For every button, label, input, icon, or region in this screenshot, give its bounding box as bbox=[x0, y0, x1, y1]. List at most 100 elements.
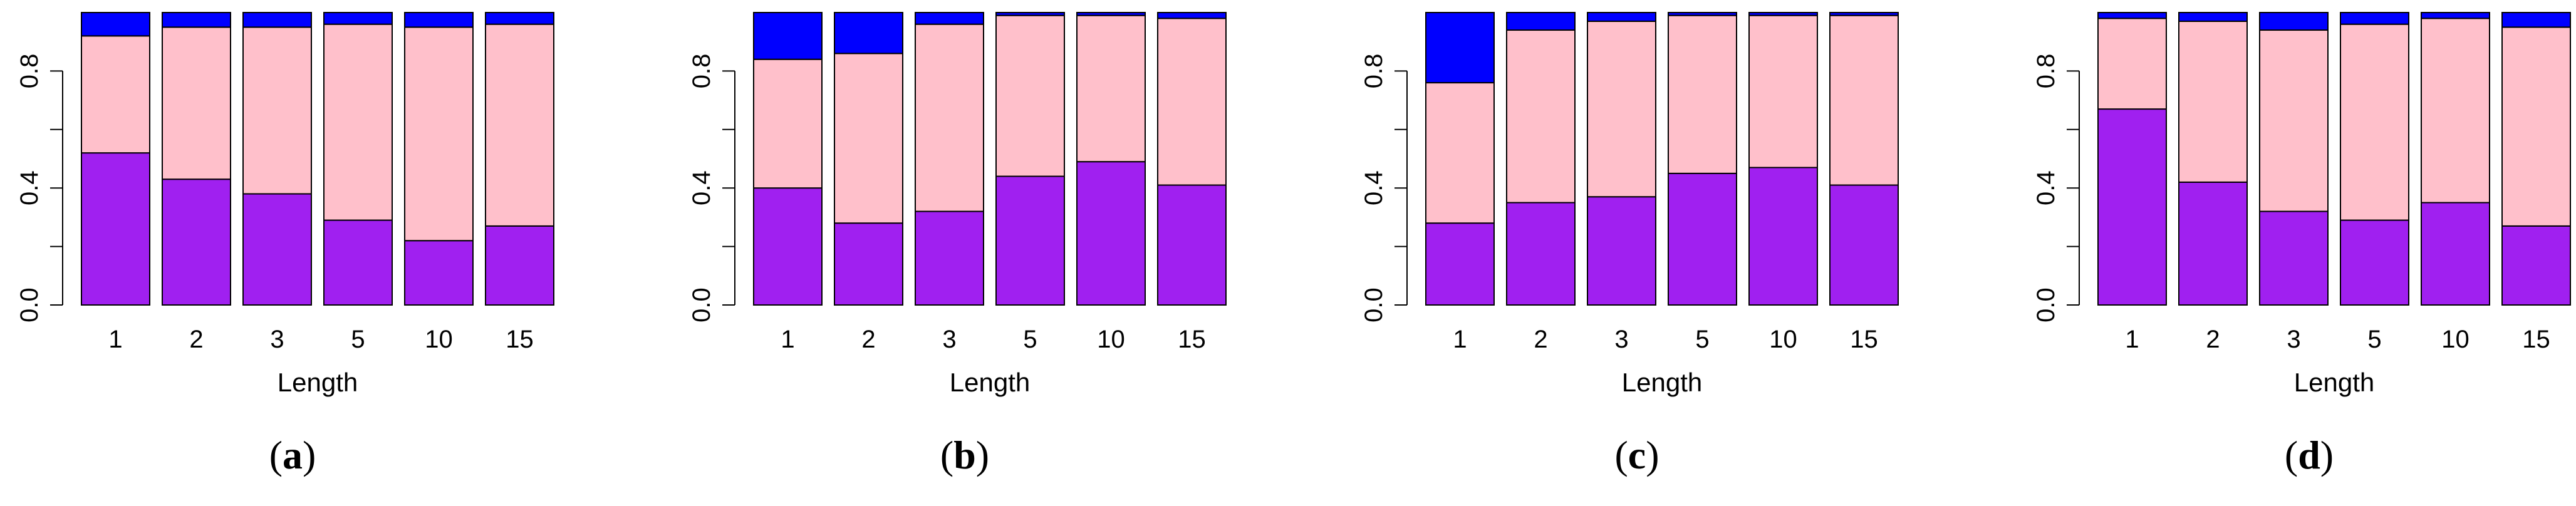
bar-segment-top-1 bbox=[753, 12, 823, 60]
bar-segment-top-15 bbox=[1829, 12, 1899, 16]
bar-segment-bottom-10 bbox=[404, 240, 474, 306]
bar-segment-bottom-15 bbox=[1157, 184, 1227, 306]
bar-segment-middle-15 bbox=[1829, 14, 1899, 186]
bar-segment-middle-10 bbox=[404, 26, 474, 242]
y-tick-label: 0.0 bbox=[2032, 287, 2060, 323]
bar-segment-bottom-5 bbox=[323, 219, 393, 306]
bar-segment-top-1 bbox=[2097, 12, 2167, 19]
x-axis-title: Length bbox=[2294, 368, 2374, 397]
x-tick-label: 5 bbox=[1023, 326, 1037, 353]
y-tick-label: 0.8 bbox=[688, 54, 715, 89]
bar-segment-top-3 bbox=[915, 12, 984, 25]
x-tick-label: 2 bbox=[2206, 326, 2220, 353]
bar-segment-middle-3 bbox=[1587, 21, 1656, 198]
panel-label-d: (d) bbox=[2284, 433, 2334, 477]
bar-segment-middle-5 bbox=[995, 14, 1065, 177]
bar-segment-bottom-5 bbox=[2340, 219, 2409, 306]
bar-segment-top-15 bbox=[485, 12, 554, 25]
bar-segment-top-10 bbox=[1076, 12, 1146, 16]
x-tick-label: 2 bbox=[861, 326, 875, 353]
x-tick-label: 1 bbox=[781, 326, 794, 353]
y-tick-label: 0.0 bbox=[1360, 287, 1388, 323]
x-tick-label: 1 bbox=[1453, 326, 1467, 353]
bar-segment-top-5 bbox=[323, 12, 393, 25]
bar-segment-bottom-3 bbox=[1587, 196, 1656, 306]
bar-segment-middle-1 bbox=[2097, 18, 2167, 110]
x-tick-label: 15 bbox=[506, 326, 534, 353]
x-axis-title: Length bbox=[1622, 368, 1702, 397]
bar-segment-top-3 bbox=[2259, 12, 2329, 31]
bar-segment-middle-10 bbox=[1076, 14, 1146, 163]
bar-segment-bottom-2 bbox=[834, 222, 903, 306]
x-tick-label: 1 bbox=[2125, 326, 2139, 353]
x-tick-label: 5 bbox=[351, 326, 365, 353]
bar-segment-middle-3 bbox=[2259, 29, 2329, 212]
y-tick-label: 0.4 bbox=[688, 170, 715, 205]
bar-segment-middle-1 bbox=[753, 58, 823, 189]
x-tick-label: 3 bbox=[2287, 326, 2300, 353]
bar-segment-bottom-1 bbox=[81, 152, 150, 306]
bar-segment-top-5 bbox=[2340, 12, 2409, 25]
x-tick-label: 3 bbox=[942, 326, 956, 353]
x-tick-label: 2 bbox=[189, 326, 203, 353]
y-tick-label: 0.4 bbox=[16, 170, 43, 205]
bar-segment-middle-2 bbox=[1506, 29, 1576, 204]
bar-segment-bottom-15 bbox=[2501, 225, 2571, 306]
x-tick-label: 15 bbox=[1178, 326, 1206, 353]
bar-segment-bottom-10 bbox=[1748, 167, 1818, 306]
bar-segment-bottom-15 bbox=[1829, 184, 1899, 306]
x-tick-label: 10 bbox=[425, 326, 453, 353]
bar-segment-top-10 bbox=[2421, 12, 2490, 19]
bar-segment-bottom-3 bbox=[915, 210, 984, 306]
x-tick-label: 1 bbox=[108, 326, 122, 353]
bar-segment-middle-15 bbox=[485, 23, 554, 227]
x-tick-label: 3 bbox=[270, 326, 284, 353]
bar-segment-top-1 bbox=[81, 12, 150, 37]
x-tick-label: 3 bbox=[1614, 326, 1628, 353]
bar-segment-middle-5 bbox=[323, 23, 393, 221]
bar-segment-middle-2 bbox=[2178, 21, 2248, 183]
bar-segment-top-15 bbox=[2501, 12, 2571, 28]
bar-segment-bottom-1 bbox=[2097, 108, 2167, 306]
x-tick-label: 10 bbox=[1097, 326, 1125, 353]
y-tick-label: 0.8 bbox=[1360, 54, 1388, 89]
bar-segment-top-5 bbox=[995, 12, 1065, 16]
y-tick-label: 0.4 bbox=[1360, 170, 1388, 205]
bar-segment-bottom-15 bbox=[485, 225, 554, 306]
bar-segment-middle-15 bbox=[1157, 18, 1227, 186]
bar-segment-middle-10 bbox=[1748, 14, 1818, 168]
y-tick-label: 0.4 bbox=[2032, 170, 2060, 205]
panel-label-b: (b) bbox=[940, 433, 990, 477]
x-axis-title: Length bbox=[950, 368, 1030, 397]
x-axis-title: Length bbox=[278, 368, 358, 397]
bar-segment-middle-5 bbox=[1668, 14, 1737, 174]
y-tick-label: 0.8 bbox=[2032, 54, 2060, 89]
y-tick-label: 0.8 bbox=[16, 54, 43, 89]
bar-segment-bottom-5 bbox=[1668, 172, 1737, 306]
x-tick-label: 15 bbox=[1850, 326, 1878, 353]
chart-panel-d: 1 2 3 5 10 15 0.0 0.4 0.8 Length bbox=[2032, 12, 2571, 397]
chart-panel-b: 1 2 3 5 10 15 0.0 0.4 0.8 Length bbox=[688, 12, 1227, 397]
bar-segment-middle-2 bbox=[834, 53, 903, 224]
bar-segment-bottom-10 bbox=[1076, 161, 1146, 306]
bar-segment-bottom-3 bbox=[2259, 210, 2329, 306]
bar-segment-top-10 bbox=[404, 12, 474, 28]
y-tick-label: 0.0 bbox=[16, 287, 43, 323]
bar-segment-middle-5 bbox=[2340, 23, 2409, 221]
bar-segment-top-2 bbox=[162, 12, 231, 28]
bar-segment-middle-15 bbox=[2501, 26, 2571, 227]
bar-segment-middle-10 bbox=[2421, 18, 2490, 204]
x-tick-label: 10 bbox=[1769, 326, 1797, 353]
bar-segment-bottom-3 bbox=[242, 193, 312, 306]
bar-segment-middle-3 bbox=[242, 26, 312, 195]
chart-panel-a: 1 2 3 5 10 15 0.0 0.4 0.8 Length bbox=[16, 12, 554, 397]
bar-segment-bottom-5 bbox=[995, 175, 1065, 306]
bar-segment-top-15 bbox=[1157, 12, 1227, 19]
bar-segment-bottom-10 bbox=[2421, 202, 2490, 306]
bar-segment-middle-3 bbox=[915, 23, 984, 212]
bar-segment-bottom-2 bbox=[1506, 202, 1576, 306]
bar-segment-top-2 bbox=[1506, 12, 1576, 31]
bar-segment-bottom-1 bbox=[753, 187, 823, 306]
x-tick-label: 15 bbox=[2522, 326, 2550, 353]
